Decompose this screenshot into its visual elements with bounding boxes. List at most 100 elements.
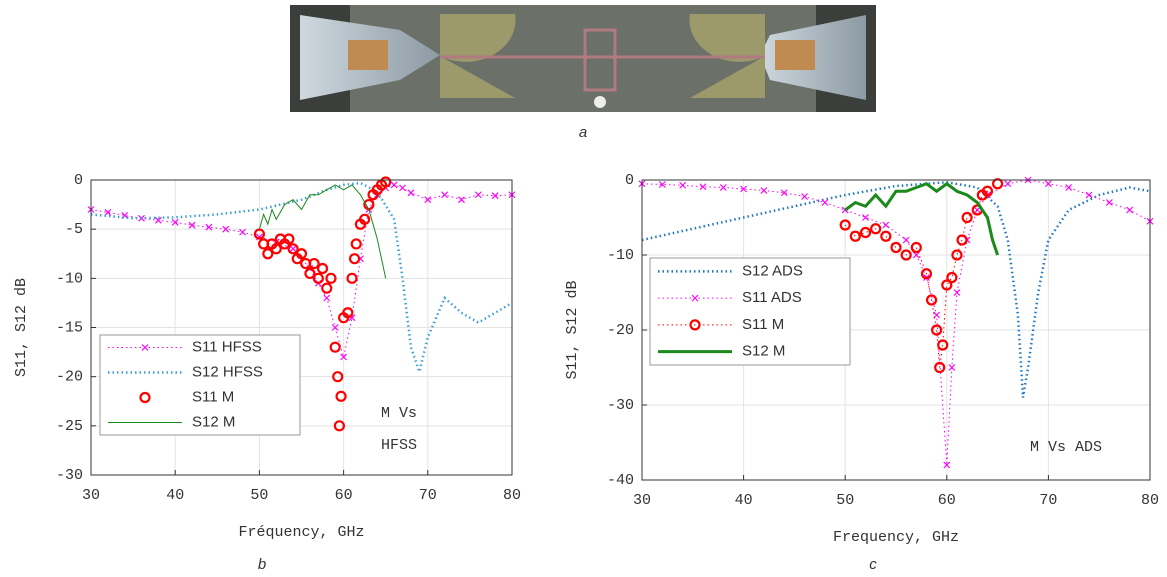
- annotation: M Vs: [381, 405, 417, 422]
- marker-x: [222, 225, 230, 233]
- marker-circle: [350, 238, 362, 250]
- marker-x: [407, 189, 415, 197]
- x-tick-label: 80: [503, 487, 521, 504]
- marker-circle: [304, 267, 316, 280]
- marker-x: [760, 187, 768, 194]
- marker-circle: [941, 279, 953, 291]
- marker-x: [862, 214, 869, 221]
- legend-label: S12 ADS: [742, 262, 803, 279]
- marker-circle: [312, 272, 324, 284]
- x-tick-label: 70: [1039, 492, 1057, 509]
- marker-circle: [316, 262, 329, 275]
- marker-x: [658, 181, 666, 188]
- marker-x: [719, 184, 727, 191]
- y-tick-label: -5: [65, 221, 83, 238]
- legend-box: [99, 334, 301, 436]
- marker-circle: [839, 219, 851, 231]
- axes-frame: [641, 179, 1151, 481]
- x-tick-label: 60: [335, 487, 353, 504]
- y-tick-label: -25: [56, 418, 83, 435]
- marker-circle: [329, 341, 341, 353]
- marker-x: [1004, 180, 1012, 188]
- marker-circle: [870, 223, 882, 235]
- legend-label: S11 HFSS: [192, 338, 262, 355]
- legend-label: S12 HFSS: [192, 363, 263, 380]
- marker-x: [882, 221, 890, 229]
- marker-x: [340, 353, 348, 361]
- marker-x: [323, 294, 331, 302]
- marker-x: [474, 191, 482, 199]
- x-axis-label: Fréquency, GHz: [238, 524, 364, 541]
- marker-x: [458, 196, 465, 204]
- marker-circle: [931, 324, 943, 336]
- series-line: [91, 181, 512, 377]
- x-tick-label: 60: [938, 492, 956, 509]
- marker-x: [491, 192, 499, 200]
- marker-x: [1065, 184, 1073, 191]
- chart-caption: b: [258, 556, 266, 573]
- marker-x: [1085, 191, 1093, 199]
- marker-x: [699, 183, 707, 191]
- x-tick-label: 50: [250, 487, 268, 504]
- annotation: HFSS: [381, 437, 417, 454]
- marker-x: [943, 461, 951, 469]
- x-tick-label: 30: [633, 492, 651, 509]
- marker-x: [188, 221, 196, 229]
- y-tick-label: -20: [56, 369, 83, 386]
- marker-x: [740, 185, 748, 193]
- x-axis-label: Frequency, GHz: [833, 529, 959, 546]
- marker-circle: [308, 257, 320, 270]
- y-axis-label: S11, S12 dB: [564, 280, 581, 379]
- marker-circle: [934, 361, 946, 374]
- marker-circle: [890, 241, 902, 254]
- marker-circle: [859, 226, 872, 239]
- marker-circle: [925, 294, 938, 306]
- marker-x: [821, 199, 829, 206]
- marker-x: [948, 364, 956, 371]
- marker-x: [171, 218, 179, 226]
- y-tick-label: -20: [607, 322, 634, 339]
- marker-circle: [961, 211, 973, 224]
- marker-x: [390, 181, 398, 189]
- y-tick-label: 0: [74, 172, 83, 189]
- marker-x: [1126, 206, 1134, 214]
- marker-circle: [342, 307, 354, 319]
- marker-circle: [991, 178, 1004, 190]
- marker-circle: [849, 230, 861, 242]
- marker-circle: [253, 228, 265, 240]
- marker-circle: [332, 371, 344, 383]
- annotation: M Vs ADS: [1030, 439, 1102, 456]
- y-tick-label: 0: [625, 172, 634, 189]
- marker-circle: [262, 248, 274, 260]
- marker-circle: [333, 420, 345, 432]
- x-tick-label: 40: [166, 487, 184, 504]
- axes-frame: [90, 179, 513, 476]
- legend-label: S12 M: [192, 413, 235, 430]
- marker-x: [205, 223, 213, 231]
- marker-x: [239, 228, 246, 236]
- y-tick-label: -10: [56, 270, 83, 287]
- x-tick-label: 70: [419, 487, 437, 504]
- legend-label: S11 M: [742, 316, 784, 333]
- marker-circle: [335, 390, 347, 402]
- marker-x: [691, 294, 699, 302]
- legend-label: S11 ADS: [742, 289, 802, 306]
- y-tick-label: -40: [607, 472, 634, 489]
- marker-x: [780, 189, 788, 197]
- legend-label: S12 M: [742, 343, 785, 360]
- series-line: [844, 181, 1000, 256]
- y-tick-label: -10: [607, 247, 634, 264]
- marker-circle: [295, 248, 308, 260]
- series-line: [258, 184, 387, 279]
- legend-box: [649, 257, 851, 366]
- marker-circle: [910, 241, 922, 254]
- marker-x: [1105, 199, 1113, 206]
- marker-x: [331, 324, 339, 331]
- chart-caption: c: [869, 556, 877, 573]
- x-tick-label: 30: [82, 487, 100, 504]
- marker-x: [424, 196, 432, 204]
- series-line: [844, 183, 998, 368]
- marker-x: [801, 193, 808, 200]
- marker-x: [1044, 180, 1052, 188]
